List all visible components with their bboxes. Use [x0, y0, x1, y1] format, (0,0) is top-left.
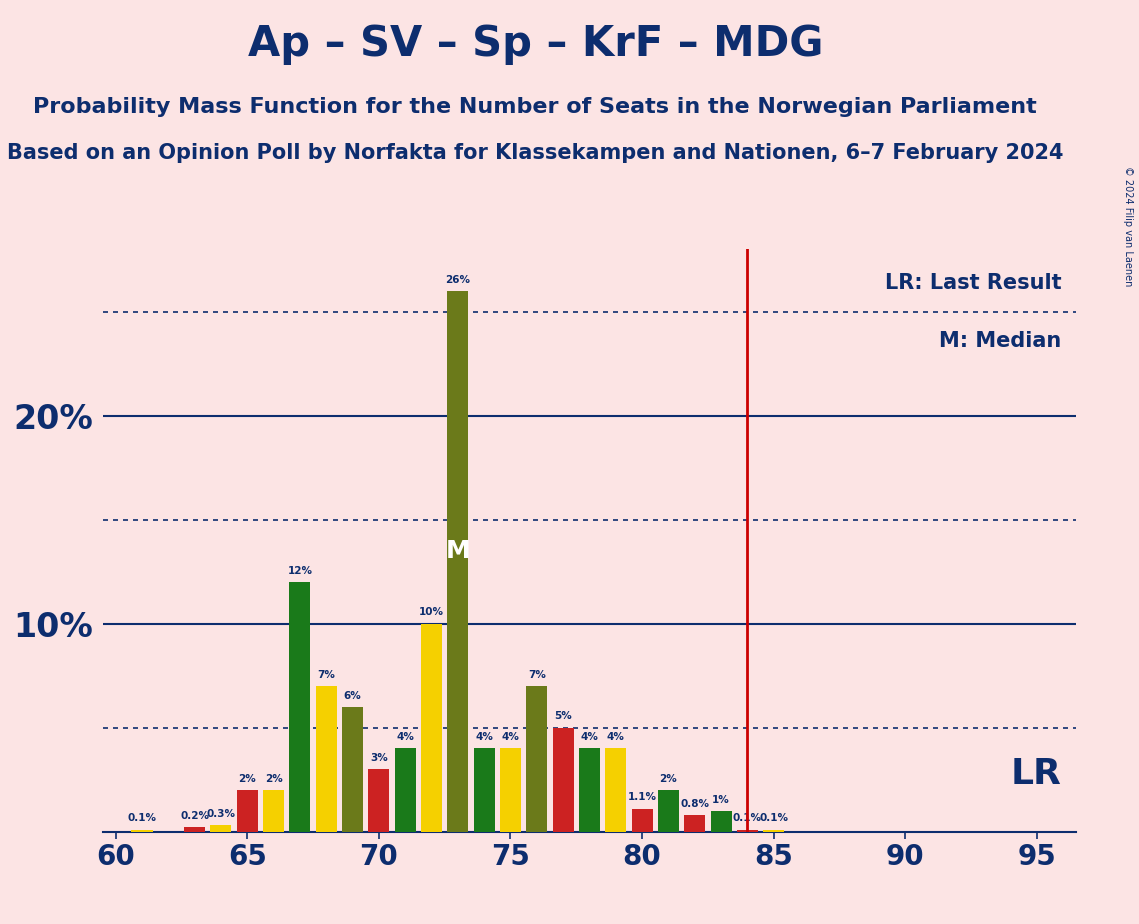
Bar [763, 830, 784, 832]
Text: 1.1%: 1.1% [628, 793, 656, 802]
Text: 4%: 4% [475, 732, 493, 742]
Text: 4%: 4% [396, 732, 415, 742]
Text: 12%: 12% [287, 565, 312, 576]
Text: 0.8%: 0.8% [680, 798, 710, 808]
Bar [631, 808, 653, 832]
Bar [263, 790, 284, 832]
Text: 2%: 2% [238, 773, 256, 784]
Text: 10%: 10% [419, 607, 444, 617]
Text: Based on an Opinion Poll by Norfakta for Klassekampen and Nationen, 6–7 February: Based on an Opinion Poll by Norfakta for… [7, 143, 1064, 164]
Text: M: Median: M: Median [940, 331, 1062, 351]
Text: 0.2%: 0.2% [180, 811, 210, 821]
Bar [342, 707, 363, 832]
Text: 0.1%: 0.1% [128, 813, 156, 823]
Bar [368, 769, 390, 832]
Text: Probability Mass Function for the Number of Seats in the Norwegian Parliament: Probability Mass Function for the Number… [33, 97, 1038, 117]
Bar [131, 830, 153, 832]
Text: 0.1%: 0.1% [732, 813, 762, 823]
Bar [289, 582, 311, 832]
Bar [658, 790, 679, 832]
Bar [316, 686, 337, 832]
Bar [526, 686, 548, 832]
Text: Ap – SV – Sp – KrF – MDG: Ap – SV – Sp – KrF – MDG [247, 23, 823, 65]
Bar [421, 624, 442, 832]
Bar [552, 728, 574, 832]
Text: LR: LR [1011, 757, 1062, 791]
Text: 5%: 5% [555, 711, 572, 722]
Bar [394, 748, 416, 832]
Text: 2%: 2% [264, 773, 282, 784]
Text: 7%: 7% [318, 670, 335, 680]
Text: 1%: 1% [712, 795, 730, 805]
Text: 0.3%: 0.3% [206, 809, 236, 819]
Text: 2%: 2% [659, 773, 678, 784]
Text: © 2024 Filip van Laenen: © 2024 Filip van Laenen [1123, 166, 1133, 286]
Text: 4%: 4% [581, 732, 598, 742]
Bar [605, 748, 626, 832]
Bar [711, 811, 731, 832]
Text: 26%: 26% [445, 274, 470, 285]
Text: 6%: 6% [344, 690, 361, 700]
Text: 0.1%: 0.1% [760, 813, 788, 823]
Text: 7%: 7% [527, 670, 546, 680]
Bar [685, 815, 705, 832]
Bar [185, 828, 205, 832]
Bar [500, 748, 521, 832]
Text: 4%: 4% [607, 732, 624, 742]
Text: 3%: 3% [370, 753, 387, 763]
Bar [737, 830, 757, 832]
Text: M: M [445, 539, 470, 563]
Bar [448, 291, 468, 832]
Bar [211, 825, 231, 832]
Text: LR: Last Result: LR: Last Result [885, 273, 1062, 293]
Text: 4%: 4% [501, 732, 519, 742]
Bar [237, 790, 257, 832]
Bar [474, 748, 494, 832]
Bar [579, 748, 600, 832]
